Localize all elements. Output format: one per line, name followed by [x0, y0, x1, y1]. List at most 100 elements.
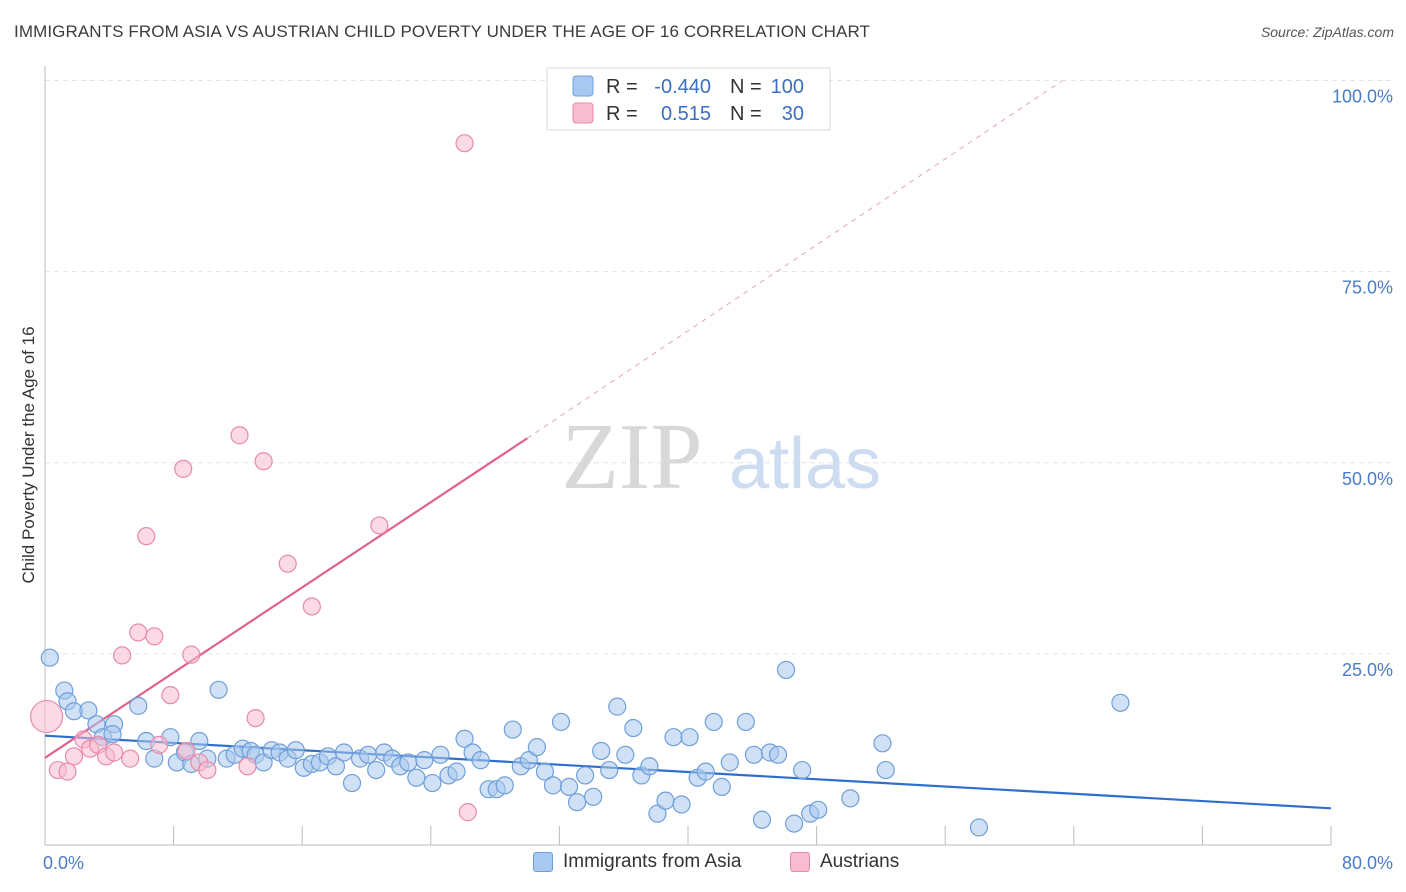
legend-n-label-austrians: N = [730, 103, 762, 125]
data-point-asia [664, 728, 683, 747]
data-point-asia [519, 751, 538, 770]
data-point-asia [334, 743, 354, 762]
data-point-asia [535, 762, 555, 781]
data-point-asia [809, 800, 828, 819]
data-point-asia [543, 776, 563, 795]
legend-item-austrians: Austrians [790, 851, 899, 873]
data-point-asia [640, 757, 659, 776]
data-point-asia [784, 814, 804, 833]
legend-bottom-label-austrians: Austrians [820, 851, 900, 872]
data-point-asia [415, 751, 434, 770]
legend-bottom-label-asia: Immigrants from Asia [563, 851, 742, 872]
data-point-asia [736, 712, 755, 732]
data-point-austrians [278, 554, 297, 573]
data-point-austrians [150, 735, 169, 754]
trend-line-1 [44, 437, 528, 759]
data-point-austrians [254, 452, 273, 471]
legend-bottom: Immigrants from Asia Austrians [0, 851, 1406, 879]
data-point-asia [447, 762, 466, 781]
data-point-asia [1111, 693, 1130, 712]
data-point-asia [720, 753, 739, 772]
data-point-asia [793, 760, 812, 780]
data-point-asia [752, 810, 772, 829]
data-point-asia [423, 773, 442, 793]
data-point-asia [768, 745, 788, 764]
data-point-asia [584, 787, 603, 806]
data-point-austrians [370, 516, 389, 535]
data-point-asia [696, 762, 715, 781]
y-axis-label: Child Poverty Under the Age of 16 [19, 326, 38, 583]
watermark-atlas: atlas [729, 424, 881, 504]
data-point-austrians [58, 762, 77, 781]
data-point-asia [876, 760, 895, 780]
data-point-asia [656, 791, 675, 810]
data-point-asia [648, 804, 667, 823]
tick-labels: 25.0% 50.0% 75.0% 100.0% 0.0% 80.0% [43, 87, 1393, 874]
legend-bottom-swatch-asia [533, 852, 553, 872]
y-tick-label: 50.0% [1342, 469, 1393, 489]
data-point-austrians [230, 426, 249, 445]
x-tick-label: 0.0% [43, 853, 84, 873]
data-point-asia [471, 751, 490, 770]
legend-n-label-asia: N = [730, 76, 762, 98]
data-point-asia [399, 753, 418, 772]
data-point-asia [744, 745, 764, 764]
data-point-asia [527, 738, 546, 757]
data-point-austrians [64, 747, 84, 766]
legend-swatch-austrians [572, 102, 594, 124]
watermark-zip: ZIP [562, 405, 703, 509]
data-point-asia [600, 760, 619, 780]
data-point-asia [841, 789, 860, 808]
data-point-asia [455, 729, 474, 748]
data-point-austrians [458, 803, 477, 822]
data-point-asia [576, 766, 595, 785]
legend-swatch-asia [572, 75, 594, 97]
data-point-austrians [198, 760, 217, 780]
data-point-asia [704, 712, 723, 732]
data-point-austrians [238, 757, 257, 776]
legend-item-asia: Immigrants from Asia [533, 851, 741, 873]
data-point-asia [326, 757, 346, 776]
data-point-austrians [302, 597, 321, 616]
chart-title: IMMIGRANTS FROM ASIA VS AUSTRIAN CHILD P… [14, 22, 871, 41]
data-point-asia [873, 734, 892, 753]
data-point-asia [190, 731, 209, 751]
data-point-austrians [174, 459, 193, 478]
trend-line-extension-1 [526, 80, 1063, 439]
data-point-austrians [105, 743, 124, 762]
data-point-asia [608, 697, 627, 716]
legend-n-value-asia: 100 [771, 76, 804, 98]
legend-bottom-swatch-austrians [790, 852, 810, 872]
data-point-asia [624, 718, 643, 738]
data-point-asia [567, 793, 587, 812]
data-point-austrians [30, 699, 64, 734]
y-tick-label: 100.0% [1332, 87, 1393, 107]
y-tick-label: 75.0% [1342, 278, 1393, 298]
data-point-asia [407, 768, 426, 787]
data-point-asia [342, 773, 362, 793]
x-tick-label: 80.0% [1342, 853, 1393, 873]
data-point-austrians [121, 749, 140, 768]
data-point-asia [209, 680, 228, 699]
data-point-asia [776, 660, 796, 680]
data-point-asia [559, 777, 579, 796]
data-point-asia [286, 741, 305, 760]
data-point-austrians [137, 527, 156, 546]
legend-r-value-asia: -0.440 [654, 76, 711, 98]
source-credit: Source: ZipAtlas.com [1260, 24, 1394, 40]
data-point-austrians [246, 708, 265, 728]
legend-r-value-austrians: 0.515 [661, 103, 711, 125]
data-point-austrians [182, 645, 201, 664]
watermark: ZIP atlas [562, 405, 882, 509]
data-point-austrians [129, 623, 148, 642]
data-point-austrians [161, 686, 180, 705]
grid-lines [45, 80, 1392, 655]
data-point-asia [40, 648, 59, 667]
data-point-asia [367, 760, 386, 780]
legend-r-label-asia: R = [606, 76, 638, 98]
data-point-asia [672, 795, 691, 814]
data-point-austrians [145, 627, 164, 646]
data-point-asia [495, 776, 514, 795]
data-point-asia [129, 696, 148, 715]
